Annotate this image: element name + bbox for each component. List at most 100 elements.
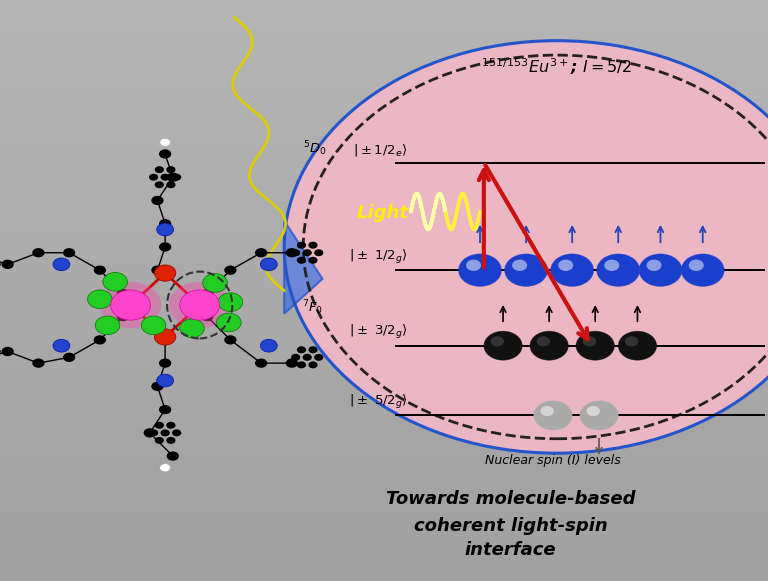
Circle shape bbox=[63, 248, 75, 257]
Circle shape bbox=[53, 339, 70, 352]
Circle shape bbox=[149, 429, 158, 436]
Circle shape bbox=[309, 346, 318, 353]
Circle shape bbox=[639, 254, 682, 286]
Circle shape bbox=[551, 254, 594, 286]
Circle shape bbox=[296, 257, 306, 264]
Text: $|\pm\ 3/2_g\rangle$: $|\pm\ 3/2_g\rangle$ bbox=[349, 323, 408, 341]
Circle shape bbox=[505, 254, 548, 286]
Circle shape bbox=[159, 335, 171, 345]
Circle shape bbox=[166, 437, 175, 444]
Text: interface: interface bbox=[465, 541, 557, 559]
Polygon shape bbox=[284, 221, 323, 314]
Text: coherent light-spin: coherent light-spin bbox=[414, 517, 607, 535]
Text: $|\pm\ 1/2_g\rangle$: $|\pm\ 1/2_g\rangle$ bbox=[349, 248, 408, 266]
Circle shape bbox=[154, 437, 164, 444]
Circle shape bbox=[224, 335, 237, 345]
Circle shape bbox=[117, 289, 129, 298]
Circle shape bbox=[291, 249, 300, 256]
Circle shape bbox=[159, 242, 171, 252]
Circle shape bbox=[154, 422, 164, 429]
Text: $|\pm\ 5/2_g\rangle$: $|\pm\ 5/2_g\rangle$ bbox=[349, 393, 408, 411]
Circle shape bbox=[203, 274, 227, 292]
Circle shape bbox=[94, 335, 106, 345]
Circle shape bbox=[117, 312, 129, 321]
Circle shape bbox=[154, 265, 176, 281]
Text: $|\pm1/2_e\rangle$: $|\pm1/2_e\rangle$ bbox=[353, 142, 408, 158]
Circle shape bbox=[151, 266, 164, 275]
Circle shape bbox=[161, 174, 170, 181]
Circle shape bbox=[217, 313, 241, 332]
Circle shape bbox=[309, 242, 318, 249]
Circle shape bbox=[159, 358, 171, 368]
Circle shape bbox=[111, 290, 151, 320]
Circle shape bbox=[484, 331, 522, 360]
Circle shape bbox=[296, 346, 306, 353]
Circle shape bbox=[296, 361, 306, 368]
Circle shape bbox=[32, 248, 45, 257]
Text: $^7F_0$: $^7F_0$ bbox=[302, 299, 323, 317]
Circle shape bbox=[309, 257, 318, 264]
Circle shape bbox=[260, 258, 277, 271]
Circle shape bbox=[159, 405, 171, 414]
Circle shape bbox=[587, 406, 600, 416]
Circle shape bbox=[512, 260, 527, 271]
Circle shape bbox=[255, 358, 267, 368]
Circle shape bbox=[144, 428, 156, 437]
Circle shape bbox=[541, 406, 554, 416]
Circle shape bbox=[583, 336, 596, 346]
Circle shape bbox=[558, 260, 573, 271]
Circle shape bbox=[166, 422, 175, 429]
Circle shape bbox=[159, 149, 171, 159]
Circle shape bbox=[681, 254, 724, 286]
Circle shape bbox=[154, 166, 164, 173]
Circle shape bbox=[154, 329, 176, 345]
Circle shape bbox=[314, 354, 323, 361]
Circle shape bbox=[537, 336, 550, 346]
Circle shape bbox=[260, 339, 277, 352]
Circle shape bbox=[151, 196, 164, 205]
Circle shape bbox=[141, 316, 166, 335]
Circle shape bbox=[166, 166, 175, 173]
Circle shape bbox=[88, 290, 112, 309]
Circle shape bbox=[224, 266, 237, 275]
Circle shape bbox=[604, 260, 619, 271]
Circle shape bbox=[160, 138, 170, 146]
Text: $^{151/153}Eu^{3+}$; $I=5/2$: $^{151/153}Eu^{3+}$; $I=5/2$ bbox=[482, 56, 632, 77]
Circle shape bbox=[201, 312, 214, 321]
Circle shape bbox=[296, 242, 306, 249]
Circle shape bbox=[530, 331, 568, 360]
Circle shape bbox=[303, 249, 312, 256]
Circle shape bbox=[314, 249, 323, 256]
Circle shape bbox=[172, 429, 181, 436]
Circle shape bbox=[534, 401, 572, 430]
Circle shape bbox=[576, 331, 614, 360]
Circle shape bbox=[157, 374, 174, 387]
Circle shape bbox=[286, 358, 298, 368]
Circle shape bbox=[618, 331, 657, 360]
Circle shape bbox=[597, 254, 640, 286]
Circle shape bbox=[167, 451, 179, 461]
Circle shape bbox=[466, 260, 481, 271]
Circle shape bbox=[169, 282, 230, 328]
Circle shape bbox=[157, 223, 174, 236]
Circle shape bbox=[94, 266, 106, 275]
Circle shape bbox=[172, 174, 181, 181]
Circle shape bbox=[625, 336, 638, 346]
Circle shape bbox=[647, 260, 661, 271]
Text: Nuclear spin (I) levels: Nuclear spin (I) levels bbox=[485, 454, 621, 467]
Text: Towards molecule-based: Towards molecule-based bbox=[386, 490, 635, 508]
Circle shape bbox=[159, 219, 171, 228]
Circle shape bbox=[284, 41, 768, 453]
Circle shape bbox=[167, 173, 179, 182]
Circle shape bbox=[255, 248, 267, 257]
Circle shape bbox=[166, 181, 175, 188]
Circle shape bbox=[201, 289, 214, 298]
Circle shape bbox=[63, 353, 75, 362]
Circle shape bbox=[180, 290, 220, 320]
Circle shape bbox=[303, 354, 312, 361]
Circle shape bbox=[100, 282, 161, 328]
Circle shape bbox=[160, 464, 170, 472]
Circle shape bbox=[218, 293, 243, 311]
Circle shape bbox=[689, 260, 703, 271]
Text: $^5D_0$: $^5D_0$ bbox=[303, 139, 327, 158]
